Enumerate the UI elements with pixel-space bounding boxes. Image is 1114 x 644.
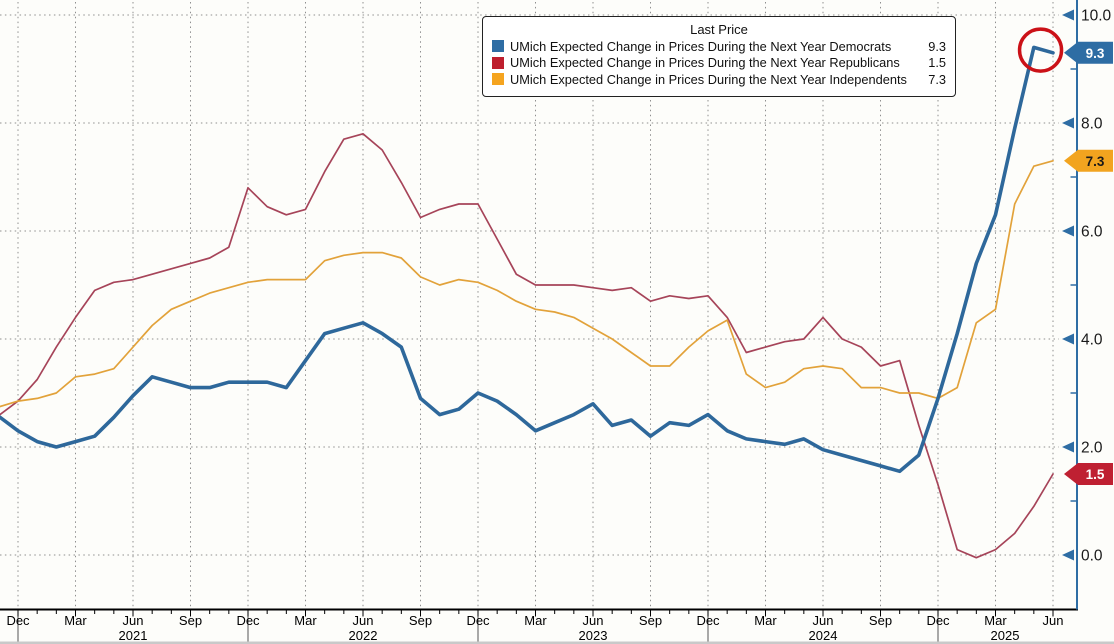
- x-tick-label: Sep: [409, 613, 432, 628]
- y-tick-arrow-icon: [1062, 117, 1074, 129]
- y-tick-arrow-icon: [1062, 9, 1074, 21]
- legend-label: UMich Expected Change in Prices During t…: [510, 55, 900, 71]
- x-tick-label: Sep: [179, 613, 202, 628]
- y-tick-label: 8.0: [1081, 116, 1103, 133]
- x-year-label: 2024: [809, 628, 838, 643]
- x-tick-label: Dec: [926, 613, 950, 628]
- y-tick-arrow-icon: [1062, 225, 1074, 237]
- x-tick-label: Jun: [813, 613, 834, 628]
- y-tick-label: 2.0: [1081, 440, 1103, 457]
- x-tick-label: Jun: [353, 613, 374, 628]
- x-tick-label: Mar: [754, 613, 777, 628]
- legend-row-independents: UMich Expected Change in Prices During t…: [492, 71, 946, 88]
- y-tick-label: 4.0: [1081, 332, 1103, 349]
- x-tick-label: Sep: [639, 613, 662, 628]
- legend-title: Last Price: [690, 22, 748, 37]
- price-badge-label: 7.3: [1086, 154, 1105, 169]
- price-badge-9-3: 9.3: [1064, 41, 1113, 64]
- legend-row-democrats: UMich Expected Change in Prices During t…: [492, 38, 946, 55]
- x-tick-label: Dec: [236, 613, 260, 628]
- republicans-swatch-icon: [492, 56, 504, 69]
- peak-highlight-circle: [1017, 27, 1064, 73]
- x-tick-label: Mar: [524, 613, 547, 628]
- legend-box: Last Price UMich Expected Change in Pric…: [482, 16, 956, 97]
- price-badge-label: 9.3: [1086, 46, 1105, 61]
- x-tick-label: Dec: [6, 613, 30, 628]
- x-tick-label: Mar: [294, 613, 317, 628]
- series-line-independents: [0, 159, 1054, 408]
- price-badge-label: 1.5: [1086, 467, 1105, 482]
- independents-swatch-icon: [492, 73, 504, 86]
- legend-row-republicans: UMich Expected Change in Prices During t…: [492, 55, 946, 72]
- x-tick-label: Sep: [869, 613, 892, 628]
- y-axis: 10.0 8.0 6.0 4.0 2.0 0.0: [1062, 0, 1112, 610]
- x-tick-label: Mar: [984, 613, 1007, 628]
- y-tick-label: 10.0: [1081, 8, 1112, 25]
- x-tick-label: Dec: [696, 613, 720, 628]
- legend-value: 9.3: [928, 38, 946, 54]
- y-tick-arrow-icon: [1062, 549, 1074, 561]
- x-tick-label: Mar: [64, 613, 87, 628]
- price-badge-7-3: 7.3: [1064, 149, 1113, 172]
- legend-label: UMich Expected Change in Prices During t…: [510, 71, 907, 87]
- price-badge-1-5: 1.5: [1064, 463, 1113, 485]
- series-line-republicans: [0, 132, 1054, 559]
- legend-label: UMich Expected Change in Prices During t…: [510, 38, 892, 54]
- y-tick-arrow-icon: [1062, 333, 1074, 345]
- x-tick-label: Jun: [1043, 613, 1064, 628]
- series-line-democrats: [0, 45, 1055, 474]
- bottom-edge-strip: [0, 641, 1114, 644]
- x-year-label: 2025: [991, 628, 1020, 643]
- legend-value: 7.3: [928, 71, 946, 87]
- x-year-label: 2021: [119, 628, 148, 643]
- gridlines: [0, 2, 1059, 608]
- y-tick-label: 6.0: [1081, 224, 1103, 241]
- democrats-swatch-icon: [492, 40, 504, 53]
- year-separators: [17, 611, 939, 643]
- x-year-label: 2023: [579, 628, 608, 643]
- y-tick-label: 0.0: [1081, 548, 1103, 565]
- x-year-label: 2022: [349, 628, 378, 643]
- x-tick-label: Jun: [583, 613, 604, 628]
- x-tick-label: Dec: [466, 613, 490, 628]
- x-axis: Dec Mar Jun Sep Dec Mar Jun Sep Dec Mar Jun Sep Dec M…: [0, 608, 1078, 643]
- x-tick-label: Jun: [123, 613, 144, 628]
- legend-value: 1.5: [928, 55, 946, 71]
- y-tick-arrow-icon: [1062, 441, 1074, 453]
